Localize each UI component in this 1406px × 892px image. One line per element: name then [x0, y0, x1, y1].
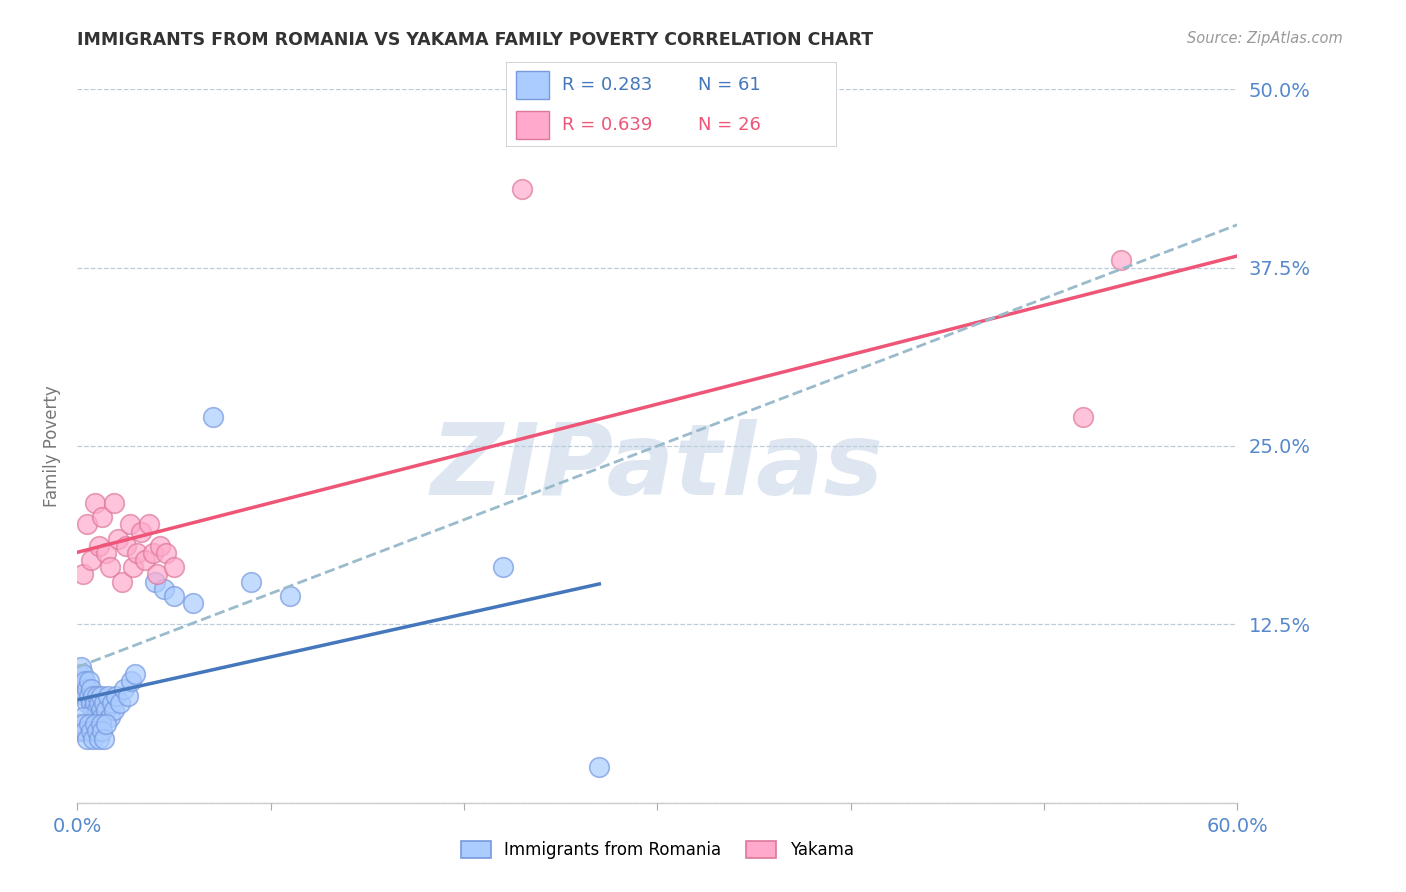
Point — [75, 724, 96, 739]
Point — [80, 724, 103, 739]
Point — [83, 696, 105, 710]
Point — [278, 589, 301, 603]
Text: ZIPatlas: ZIPatlas — [430, 419, 884, 516]
Point — [72, 717, 94, 731]
Point — [155, 546, 177, 560]
Point — [118, 517, 141, 532]
Point — [86, 703, 108, 717]
Point — [114, 539, 136, 553]
Point — [101, 696, 124, 710]
Point — [105, 689, 127, 703]
Text: N = 26: N = 26 — [697, 116, 761, 134]
Point — [93, 731, 115, 746]
Point — [93, 696, 115, 710]
Point — [91, 510, 114, 524]
Point — [153, 582, 176, 596]
Point — [76, 696, 98, 710]
Text: IMMIGRANTS FROM ROMANIA VS YAKAMA FAMILY POVERTY CORRELATION CHART: IMMIGRANTS FROM ROMANIA VS YAKAMA FAMILY… — [77, 31, 873, 49]
Point — [103, 496, 125, 510]
Legend: Immigrants from Romania, Yakama: Immigrants from Romania, Yakama — [454, 834, 860, 866]
Point — [112, 681, 135, 696]
Point — [76, 731, 98, 746]
FancyBboxPatch shape — [516, 71, 550, 99]
Point — [77, 689, 100, 703]
Point — [70, 674, 93, 689]
Point — [77, 674, 100, 689]
Y-axis label: Family Poverty: Family Poverty — [42, 385, 60, 507]
Point — [183, 596, 205, 610]
Point — [87, 696, 110, 710]
Point — [72, 681, 94, 696]
Point — [91, 710, 114, 724]
FancyBboxPatch shape — [516, 111, 550, 139]
Point — [86, 724, 108, 739]
Text: R = 0.639: R = 0.639 — [562, 116, 652, 134]
Point — [122, 560, 145, 574]
Point — [72, 667, 94, 681]
Point — [98, 710, 121, 724]
Point — [97, 689, 120, 703]
Point — [117, 689, 139, 703]
Point — [96, 717, 118, 731]
Point — [83, 496, 105, 510]
Point — [149, 539, 172, 553]
Point — [240, 574, 263, 589]
Point — [82, 703, 104, 717]
Point — [75, 674, 96, 689]
Point — [124, 667, 146, 681]
Point — [76, 681, 98, 696]
Point — [127, 546, 149, 560]
Point — [80, 681, 103, 696]
Point — [588, 760, 610, 774]
Point — [87, 731, 110, 746]
Point — [80, 553, 103, 567]
Point — [87, 710, 110, 724]
Point — [67, 667, 90, 681]
Point — [510, 182, 533, 196]
Point — [142, 546, 165, 560]
Point — [83, 717, 105, 731]
Point — [1071, 410, 1094, 425]
Point — [163, 560, 186, 574]
Point — [90, 703, 111, 717]
Point — [83, 710, 105, 724]
Point — [111, 574, 134, 589]
Point — [107, 532, 129, 546]
Text: R = 0.283: R = 0.283 — [562, 77, 652, 95]
Point — [72, 710, 94, 724]
Point — [129, 524, 152, 539]
Point — [82, 689, 104, 703]
Point — [108, 696, 131, 710]
Point — [87, 539, 110, 553]
Point — [138, 517, 160, 532]
Point — [70, 660, 93, 674]
Point — [75, 689, 96, 703]
Point — [90, 689, 111, 703]
Point — [134, 553, 156, 567]
Point — [163, 589, 186, 603]
Point — [77, 717, 100, 731]
Point — [90, 717, 111, 731]
Text: N = 61: N = 61 — [697, 77, 761, 95]
Point — [86, 689, 108, 703]
Point — [121, 674, 143, 689]
Point — [70, 724, 93, 739]
Point — [98, 560, 121, 574]
Point — [96, 546, 118, 560]
Text: Source: ZipAtlas.com: Source: ZipAtlas.com — [1187, 31, 1343, 46]
Point — [76, 517, 98, 532]
Point — [145, 567, 167, 582]
Point — [201, 410, 224, 425]
Point — [82, 731, 104, 746]
Point — [103, 703, 125, 717]
Point — [96, 703, 118, 717]
Point — [1111, 253, 1133, 268]
Point — [67, 717, 90, 731]
Point — [143, 574, 166, 589]
Point — [91, 724, 114, 739]
FancyBboxPatch shape — [506, 62, 837, 147]
Point — [492, 560, 515, 574]
Point — [72, 567, 94, 582]
Point — [80, 696, 103, 710]
